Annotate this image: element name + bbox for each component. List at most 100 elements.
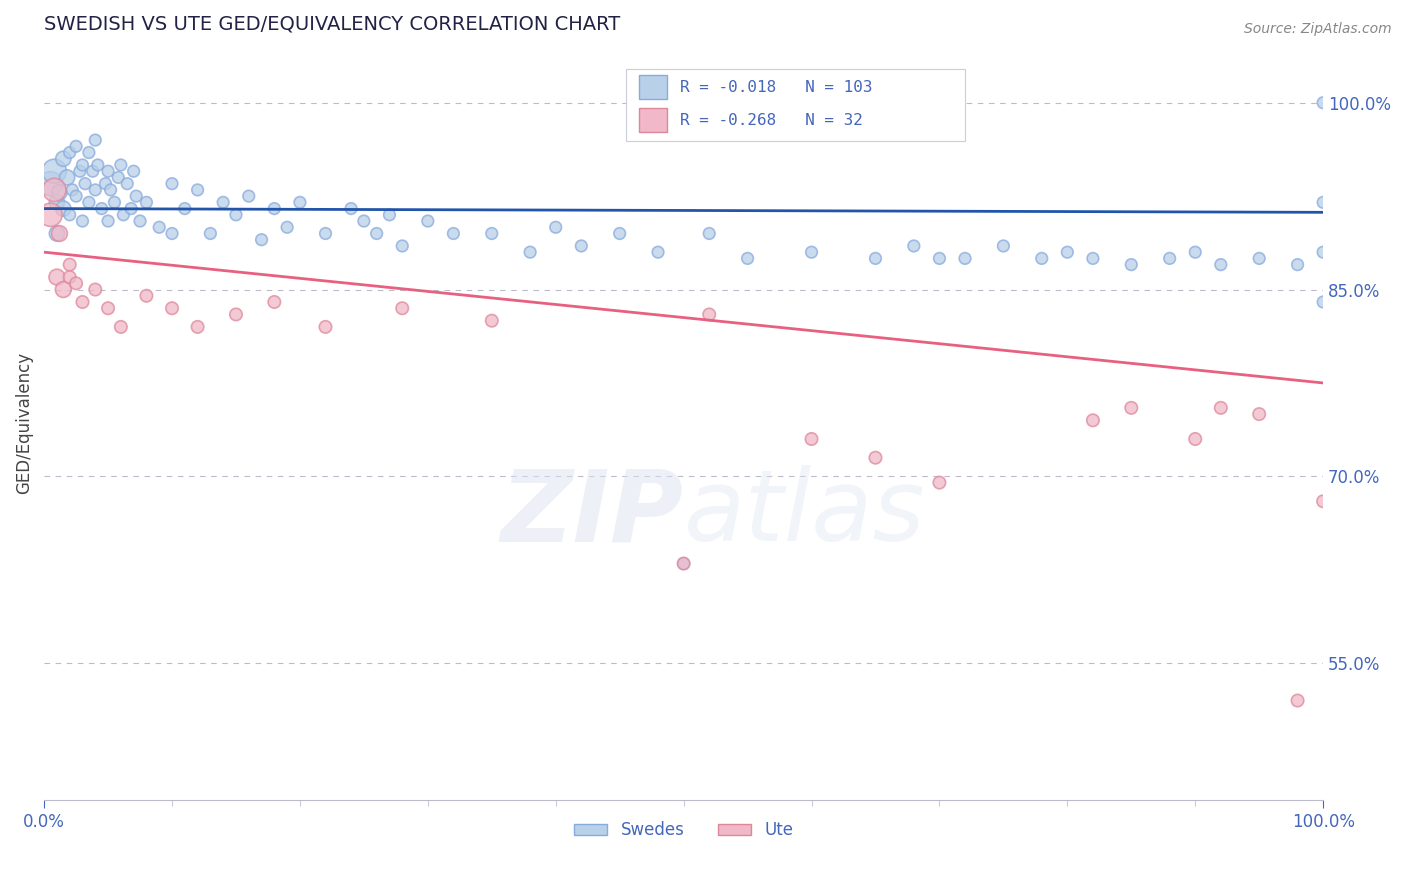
Point bbox=[1184, 245, 1206, 260]
Point bbox=[225, 308, 247, 322]
Point bbox=[1286, 258, 1309, 272]
Point bbox=[94, 177, 117, 191]
Point bbox=[1312, 195, 1334, 210]
Point bbox=[737, 252, 759, 266]
Point bbox=[481, 227, 503, 241]
Point bbox=[187, 319, 209, 334]
Point bbox=[52, 202, 75, 216]
FancyBboxPatch shape bbox=[638, 75, 666, 99]
Point bbox=[1184, 432, 1206, 446]
Point bbox=[103, 195, 125, 210]
Point bbox=[112, 208, 135, 222]
Point bbox=[1209, 401, 1232, 415]
Point bbox=[160, 301, 183, 316]
Point bbox=[52, 283, 75, 297]
Point bbox=[481, 314, 503, 328]
Point bbox=[72, 214, 94, 228]
Point bbox=[1081, 252, 1104, 266]
Point bbox=[1312, 95, 1334, 110]
Point bbox=[1081, 413, 1104, 427]
Point bbox=[84, 283, 107, 297]
Point bbox=[288, 195, 311, 210]
Point bbox=[993, 239, 1015, 253]
Point bbox=[84, 183, 107, 197]
Point bbox=[117, 177, 139, 191]
Legend: Swedes, Ute: Swedes, Ute bbox=[567, 814, 800, 847]
Point bbox=[263, 295, 285, 310]
Point bbox=[48, 227, 70, 241]
Point bbox=[100, 183, 122, 197]
Point bbox=[697, 227, 720, 241]
Point bbox=[77, 195, 100, 210]
Point bbox=[44, 164, 66, 178]
Point bbox=[120, 202, 142, 216]
Point bbox=[72, 295, 94, 310]
Point bbox=[250, 233, 273, 247]
Point bbox=[65, 139, 87, 153]
Point bbox=[39, 177, 62, 191]
Text: Source: ZipAtlas.com: Source: ZipAtlas.com bbox=[1244, 22, 1392, 37]
Point bbox=[173, 202, 195, 216]
Y-axis label: GED/Equivalency: GED/Equivalency bbox=[15, 352, 32, 494]
Point bbox=[39, 208, 62, 222]
Point bbox=[59, 208, 82, 222]
Text: R = -0.018   N = 103: R = -0.018 N = 103 bbox=[679, 80, 872, 95]
Point bbox=[544, 220, 567, 235]
Point bbox=[72, 158, 94, 172]
Point bbox=[672, 557, 695, 571]
Point bbox=[122, 164, 145, 178]
Point bbox=[84, 133, 107, 147]
Point bbox=[59, 145, 82, 160]
Point bbox=[519, 245, 541, 260]
Point bbox=[60, 183, 83, 197]
Point bbox=[353, 214, 375, 228]
Point bbox=[69, 164, 91, 178]
Point bbox=[148, 220, 170, 235]
Point bbox=[212, 195, 235, 210]
Point bbox=[90, 202, 112, 216]
Point bbox=[97, 301, 120, 316]
Point bbox=[160, 177, 183, 191]
Text: ZIP: ZIP bbox=[501, 466, 683, 562]
Point bbox=[56, 170, 79, 185]
Point bbox=[187, 183, 209, 197]
Point bbox=[1249, 252, 1271, 266]
Point bbox=[1249, 407, 1271, 421]
Point bbox=[865, 450, 887, 465]
Point bbox=[200, 227, 222, 241]
Point bbox=[1031, 252, 1053, 266]
Point bbox=[800, 245, 823, 260]
Point bbox=[1159, 252, 1181, 266]
Point bbox=[391, 301, 413, 316]
FancyBboxPatch shape bbox=[638, 108, 666, 132]
Point bbox=[1286, 693, 1309, 707]
Point bbox=[82, 164, 104, 178]
Point bbox=[366, 227, 388, 241]
Point bbox=[953, 252, 976, 266]
Point bbox=[44, 183, 66, 197]
Point bbox=[129, 214, 152, 228]
Point bbox=[125, 189, 148, 203]
Point bbox=[1312, 295, 1334, 310]
Point bbox=[65, 189, 87, 203]
Point bbox=[110, 158, 132, 172]
Point bbox=[903, 239, 925, 253]
Point bbox=[238, 189, 260, 203]
Point bbox=[609, 227, 631, 241]
Point bbox=[73, 177, 96, 191]
Point bbox=[45, 270, 67, 285]
Point bbox=[45, 227, 67, 241]
Point bbox=[65, 277, 87, 291]
Point bbox=[391, 239, 413, 253]
Point bbox=[135, 195, 157, 210]
Point bbox=[416, 214, 439, 228]
Point bbox=[59, 258, 82, 272]
Point bbox=[697, 308, 720, 322]
Point bbox=[52, 152, 75, 166]
Text: SWEDISH VS UTE GED/EQUIVALENCY CORRELATION CHART: SWEDISH VS UTE GED/EQUIVALENCY CORRELATI… bbox=[44, 15, 620, 34]
Point bbox=[865, 252, 887, 266]
Point bbox=[225, 208, 247, 222]
Point bbox=[441, 227, 464, 241]
Text: R = -0.268   N = 32: R = -0.268 N = 32 bbox=[679, 113, 863, 128]
Point bbox=[160, 227, 183, 241]
